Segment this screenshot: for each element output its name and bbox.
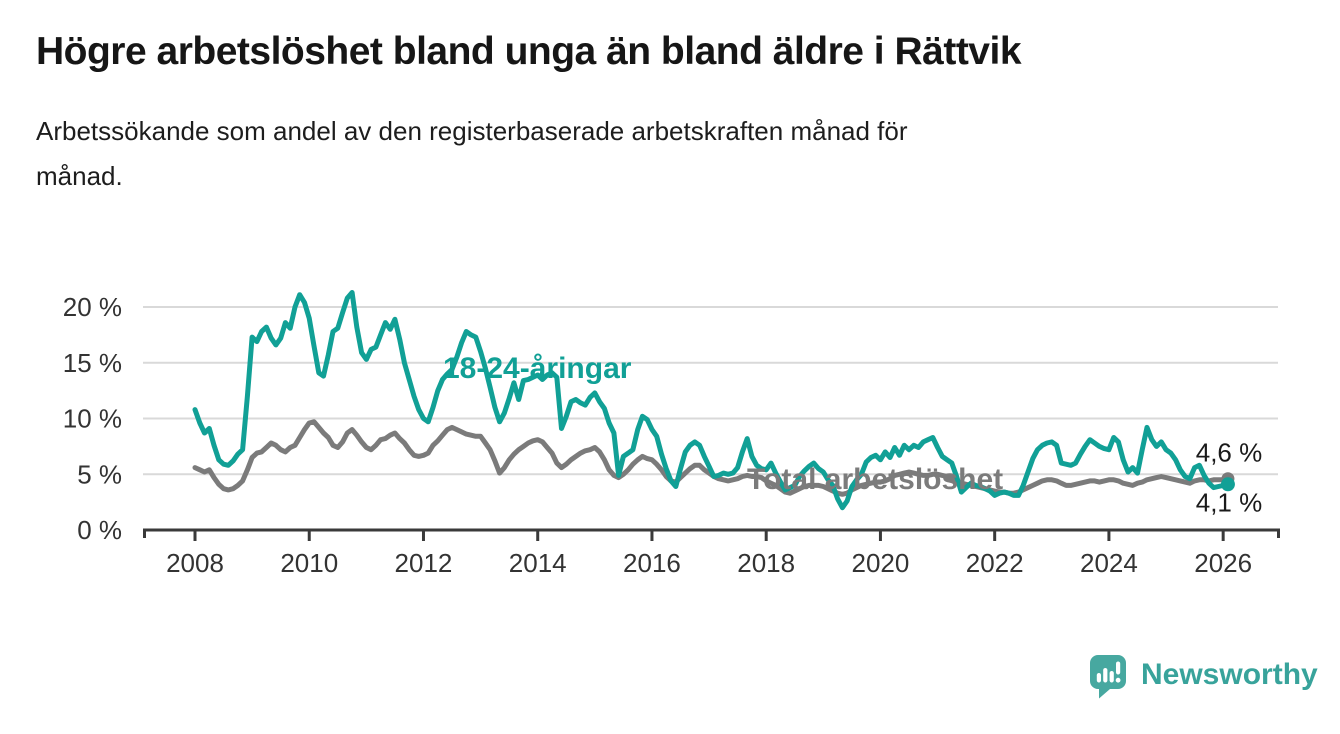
series-line-18-24 [192, 290, 1231, 511]
y-tick-label: 0 % [77, 515, 122, 545]
exclamation-dot [1115, 677, 1121, 683]
y-tick-label: 10 % [63, 404, 122, 434]
exclamation-bar [1116, 661, 1121, 675]
page-subtitle: Arbetssökande som andel av den registerb… [36, 109, 1021, 199]
x-tick-label: 2008 [166, 548, 224, 578]
end-value-label-18-24: 4,1 % [1196, 487, 1263, 517]
x-tick-label: 2020 [852, 548, 910, 578]
y-tick-label: 5 % [77, 459, 122, 489]
x-tick-label: 2026 [1194, 548, 1252, 578]
chart-header: Högre arbetslöshet bland unga än bland ä… [36, 0, 1022, 199]
x-tick-label: 2012 [395, 548, 453, 578]
speech-bubble-shape [1090, 655, 1126, 699]
x-tick-label: 2010 [280, 548, 338, 578]
end-value-label-total: 4,6 % [1196, 438, 1263, 468]
x-tick-label: 2016 [623, 548, 681, 578]
series-end-dot-18-24 [1220, 477, 1235, 492]
bar-3 [1109, 671, 1114, 683]
subtitle-line-1: Arbetssökande som andel av den registerb… [36, 115, 908, 146]
x-tick-label: 2018 [737, 548, 795, 578]
newsworthy-brand-footer: Newsworthy [1088, 653, 1318, 703]
brand-name: Newsworthy [1141, 658, 1318, 691]
x-tick-label: 2014 [509, 548, 567, 578]
bar-2 [1103, 668, 1108, 683]
y-tick-label: 20 % [63, 292, 122, 322]
subtitle-line-2: månad. [36, 160, 123, 191]
x-tick-label: 2024 [1080, 548, 1138, 578]
series-line-total [192, 419, 1231, 497]
y-tick-label: 15 % [63, 348, 122, 378]
newsworthy-logo-icon [1090, 655, 1126, 699]
series-label-18-24: 18-24-åringar [443, 352, 632, 385]
series-label-total: Total arbetslöshet [747, 463, 1003, 496]
bar-1 [1096, 673, 1101, 683]
page-title: Högre arbetslöshet bland unga än bland ä… [36, 30, 1022, 73]
x-tick-label: 2022 [966, 548, 1024, 578]
